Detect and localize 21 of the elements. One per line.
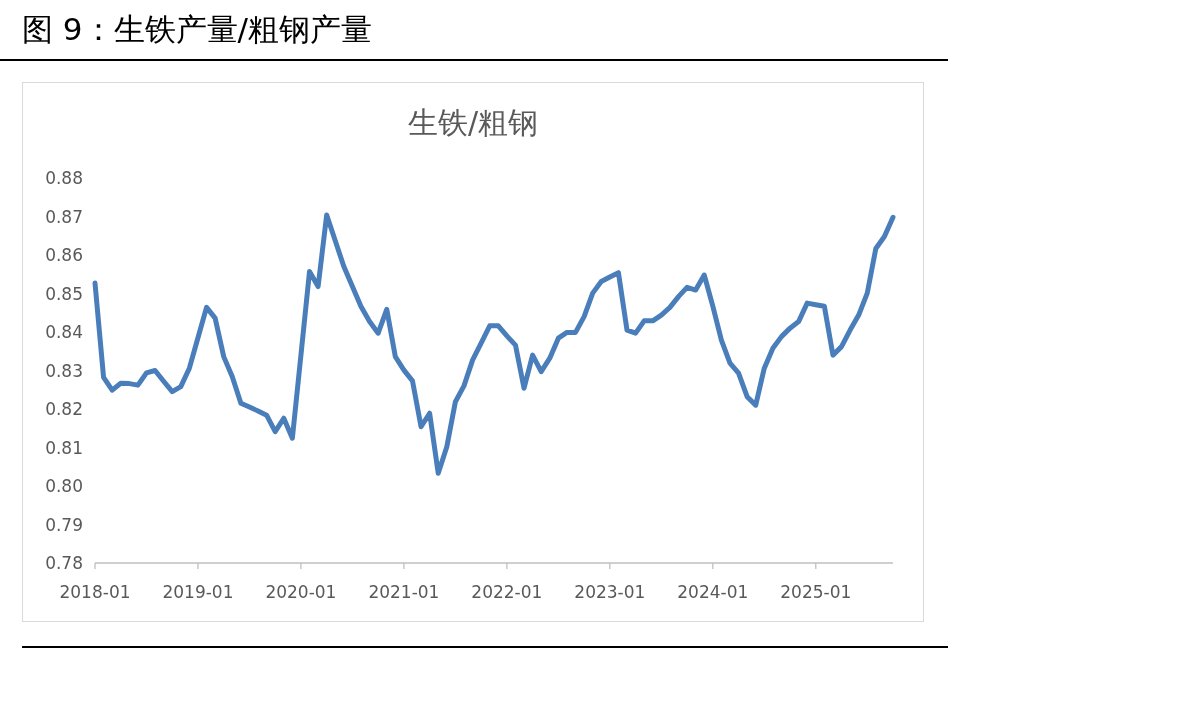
x-tick-label: 2018-01 (59, 582, 131, 602)
chart-title: 图 9：生铁产量/粗钢产量 (22, 11, 373, 47)
x-tick-label: 2022-01 (471, 582, 543, 602)
y-tick-label: 0.82 (45, 399, 83, 419)
x-tick-label: 2025-01 (780, 582, 852, 602)
y-tick-label: 0.83 (45, 360, 83, 381)
y-tick-label: 0.86 (45, 245, 83, 265)
y-tick-label: 0.81 (45, 437, 83, 458)
x-tick-label: 2020-01 (265, 582, 337, 602)
chart-subtitle: 生铁/粗钢 (407, 105, 539, 140)
x-tick-label: 2024-01 (677, 582, 749, 602)
y-tick-label: 0.84 (45, 322, 83, 342)
y-tick-label: 0.78 (45, 553, 83, 573)
y-tick-label: 0.85 (45, 283, 83, 304)
y-tick-label: 0.88 (45, 168, 83, 188)
x-tick-label: 2019-01 (162, 582, 234, 602)
y-tick-label: 0.87 (45, 206, 83, 227)
x-tick-label: 2021-01 (368, 582, 440, 602)
y-tick-label: 0.80 (45, 476, 83, 496)
y-tick-label: 0.79 (45, 514, 83, 535)
x-tick-label: 2023-01 (574, 582, 646, 602)
